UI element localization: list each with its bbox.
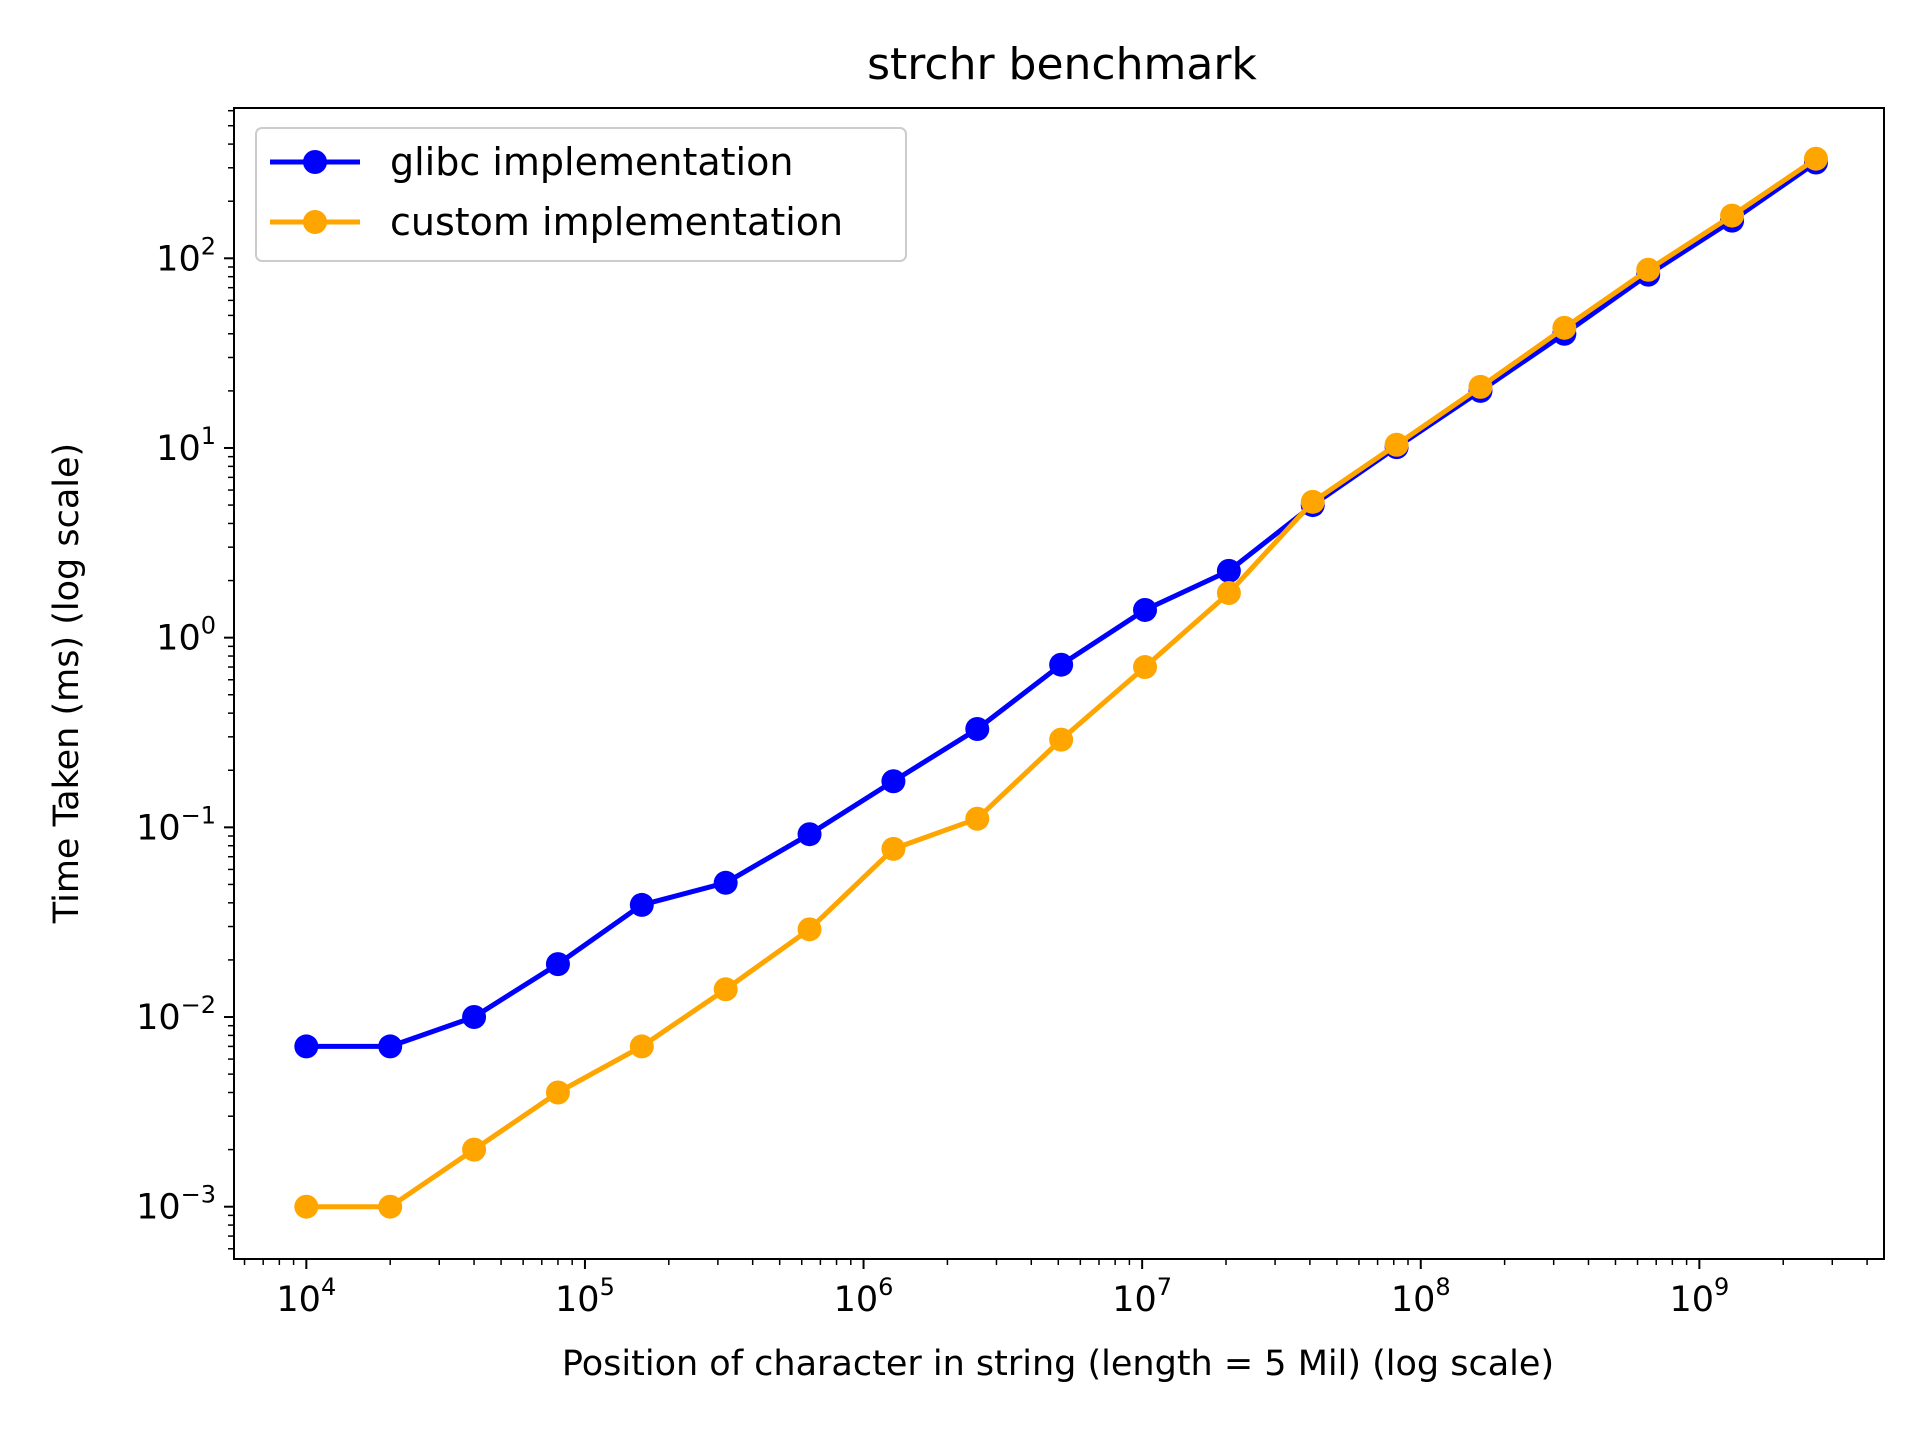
x-tick-base: 10 bbox=[276, 1280, 321, 1320]
x-tick-label: 106 bbox=[834, 1273, 894, 1320]
legend-marker bbox=[303, 210, 327, 234]
y-tick-label: 102 bbox=[156, 232, 216, 279]
x-tick-label: 109 bbox=[1669, 1273, 1729, 1320]
data-point bbox=[1300, 489, 1325, 514]
x-tick-base: 10 bbox=[1669, 1280, 1714, 1320]
data-point bbox=[378, 1194, 403, 1219]
y-tick-exponent: −3 bbox=[181, 1181, 216, 1209]
data-point bbox=[1133, 655, 1158, 680]
legend-item: glibc implementation bbox=[270, 140, 793, 184]
data-point bbox=[1636, 257, 1661, 282]
y-tick-base: 10 bbox=[136, 1188, 181, 1228]
x-tick-label: 104 bbox=[276, 1273, 336, 1320]
x-tick-exponent: 6 bbox=[878, 1273, 893, 1301]
y-tick-exponent: −2 bbox=[181, 991, 216, 1019]
x-tick-base: 10 bbox=[1391, 1280, 1436, 1320]
data-point bbox=[1049, 652, 1074, 677]
data-point bbox=[713, 870, 738, 895]
y-tick-base: 10 bbox=[156, 429, 201, 469]
data-point bbox=[1803, 146, 1828, 171]
data-point bbox=[797, 822, 822, 847]
legend-marker bbox=[303, 150, 327, 174]
data-point bbox=[629, 892, 654, 917]
data-point bbox=[1468, 374, 1493, 399]
data-point bbox=[294, 1034, 319, 1059]
legend-item: custom implementation bbox=[270, 200, 843, 244]
data-point bbox=[1216, 580, 1241, 605]
y-tick-exponent: −1 bbox=[181, 801, 216, 829]
x-tick-label: 107 bbox=[1112, 1273, 1172, 1320]
legend-label: custom implementation bbox=[390, 200, 843, 244]
data-point bbox=[1133, 597, 1158, 622]
y-axis-label: Time Taken (ms) (log scale) bbox=[47, 443, 87, 924]
data-point bbox=[881, 769, 906, 794]
chart-title: strchr benchmark bbox=[867, 39, 1257, 90]
data-point bbox=[1384, 432, 1409, 457]
y-tick-exponent: 1 bbox=[201, 422, 216, 450]
y-tick-label: 10−1 bbox=[136, 801, 216, 848]
x-tick-exponent: 8 bbox=[1435, 1273, 1450, 1301]
y-tick-base: 10 bbox=[156, 619, 201, 659]
data-point bbox=[1720, 203, 1745, 228]
data-point bbox=[1216, 558, 1241, 583]
data-point bbox=[797, 917, 822, 942]
x-axis: 104 105 106 107 108 109 bbox=[243, 1259, 1868, 1320]
data-point bbox=[881, 836, 906, 861]
y-tick-base: 10 bbox=[136, 808, 181, 848]
legend-label: glibc implementation bbox=[390, 140, 793, 184]
y-tick-label: 10−3 bbox=[136, 1181, 216, 1228]
data-point bbox=[629, 1034, 654, 1059]
x-tick-exponent: 9 bbox=[1714, 1273, 1729, 1301]
data-point bbox=[1552, 315, 1577, 340]
data-point bbox=[462, 1137, 487, 1162]
y-tick-label: 101 bbox=[156, 422, 216, 469]
x-tick-label: 108 bbox=[1391, 1273, 1451, 1320]
x-tick-exponent: 5 bbox=[600, 1273, 615, 1301]
data-point bbox=[965, 716, 990, 741]
x-tick-exponent: 7 bbox=[1157, 1273, 1172, 1301]
x-tick-base: 10 bbox=[555, 1280, 600, 1320]
legend-box bbox=[255, 127, 907, 262]
data-point bbox=[1049, 727, 1074, 752]
legend: glibc implementation custom implementatio… bbox=[255, 127, 907, 262]
data-point bbox=[965, 806, 990, 831]
data-point bbox=[545, 952, 570, 977]
series-custom bbox=[294, 146, 1828, 1219]
x-tick-label: 105 bbox=[555, 1273, 615, 1320]
y-tick-exponent: 2 bbox=[201, 232, 216, 260]
plot-frame bbox=[233, 107, 1885, 1260]
series-layer bbox=[294, 146, 1828, 1219]
y-tick-base: 10 bbox=[136, 998, 181, 1038]
y-tick-exponent: 0 bbox=[201, 612, 216, 640]
data-point bbox=[378, 1034, 403, 1059]
data-point bbox=[294, 1194, 319, 1219]
y-tick-label: 10−2 bbox=[136, 991, 216, 1038]
y-tick-base: 10 bbox=[156, 239, 201, 279]
x-tick-exponent: 4 bbox=[321, 1273, 336, 1301]
y-tick-label: 100 bbox=[156, 612, 216, 659]
x-tick-base: 10 bbox=[834, 1280, 879, 1320]
x-tick-base: 10 bbox=[1112, 1280, 1157, 1320]
data-point bbox=[462, 1005, 487, 1030]
x-axis-label: Position of character in string (length … bbox=[562, 1344, 1554, 1384]
data-point bbox=[545, 1080, 570, 1105]
data-point bbox=[713, 977, 738, 1002]
